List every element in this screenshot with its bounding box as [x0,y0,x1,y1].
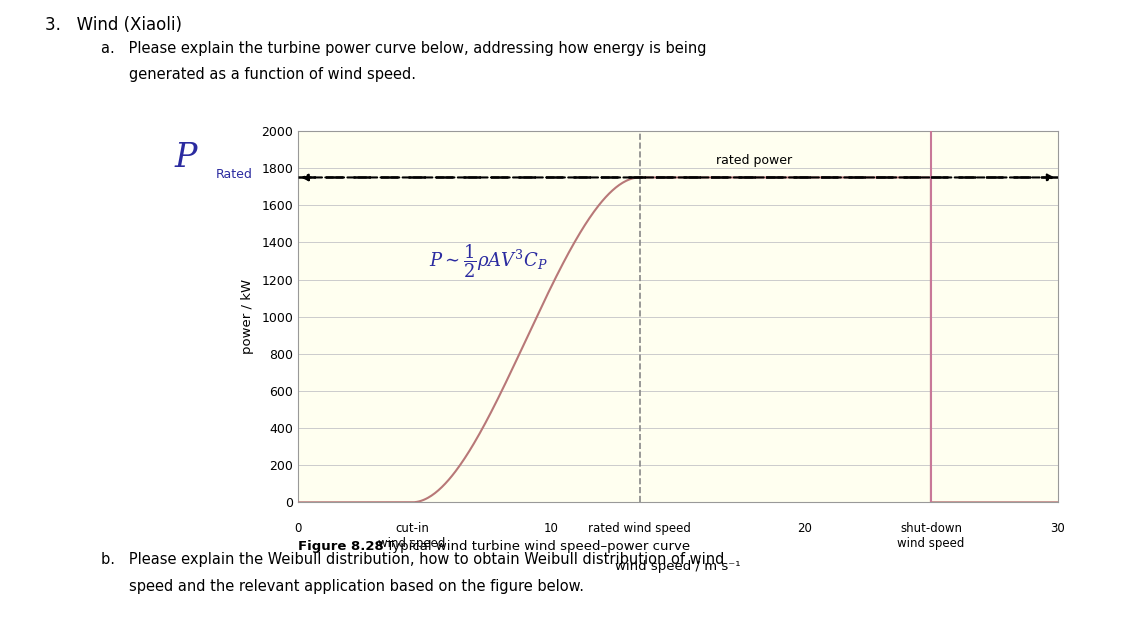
Text: generated as a function of wind speed.: generated as a function of wind speed. [129,67,416,82]
Text: Typical wind turbine wind speed–power curve: Typical wind turbine wind speed–power cu… [382,540,691,553]
Text: b.   Please explain the Weibull distribution, how to obtain Weibull distribution: b. Please explain the Weibull distributi… [101,552,724,567]
Text: cut-in
wind speed: cut-in wind speed [378,522,446,550]
Text: speed and the relevant application based on the figure below.: speed and the relevant application based… [129,579,584,594]
Text: 20: 20 [796,522,812,535]
Text: a.   Please explain the turbine power curve below, addressing how energy is bein: a. Please explain the turbine power curv… [101,41,706,56]
Y-axis label: power / kW: power / kW [242,279,254,354]
Text: 10: 10 [543,522,559,535]
Text: shut-down
wind speed: shut-down wind speed [898,522,964,550]
Text: rated wind speed: rated wind speed [588,522,691,535]
Text: Figure 8.28: Figure 8.28 [298,540,384,553]
Text: 3.   Wind (Xiaoli): 3. Wind (Xiaoli) [45,16,182,34]
Text: 30: 30 [1050,522,1065,535]
Text: wind speed / m s⁻¹: wind speed / m s⁻¹ [615,560,740,573]
Text: $P$: $P$ [174,141,200,174]
Text: Rated: Rated [216,168,253,180]
Text: $P \sim \dfrac{1}{2}\rho A V^3 C_P$: $P \sim \dfrac{1}{2}\rho A V^3 C_P$ [429,242,548,280]
Text: rated power: rated power [716,154,792,167]
Text: 0: 0 [295,522,302,535]
